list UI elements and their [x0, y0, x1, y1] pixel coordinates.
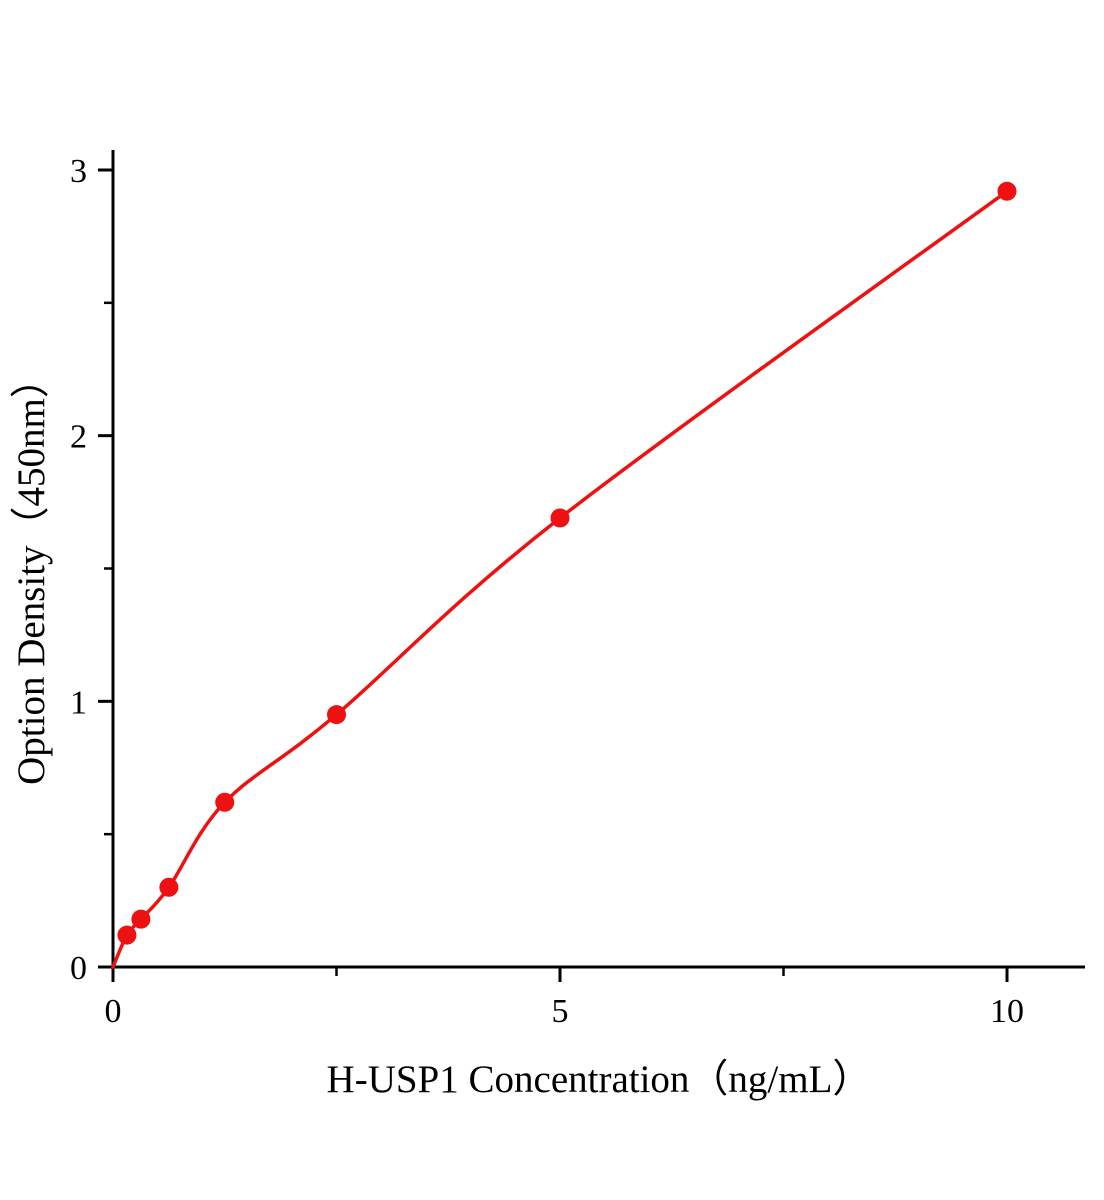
standard-curve-line [111, 189, 1009, 969]
data-point-marker [131, 909, 151, 929]
data-point-marker [215, 792, 235, 812]
x-axis-title: H-USP1 Concentration（ng/mL） [327, 1058, 872, 1101]
x-tick-label: 0 [105, 993, 122, 1030]
y-tick-label: 1 [70, 684, 87, 721]
data-point-marker [159, 877, 179, 897]
data-point-marker [550, 508, 570, 528]
x-tick-label: 10 [990, 993, 1024, 1030]
y-axis-title: Option Density（450nm） [10, 359, 53, 785]
data-point-marker [997, 181, 1017, 201]
y-tick-label: 0 [70, 950, 87, 987]
data-point-marker [117, 925, 137, 945]
y-tick-label: 3 [70, 153, 87, 190]
x-tick-label: 5 [552, 993, 569, 1030]
y-tick-label: 2 [70, 419, 87, 456]
data-point-marker [327, 705, 346, 725]
